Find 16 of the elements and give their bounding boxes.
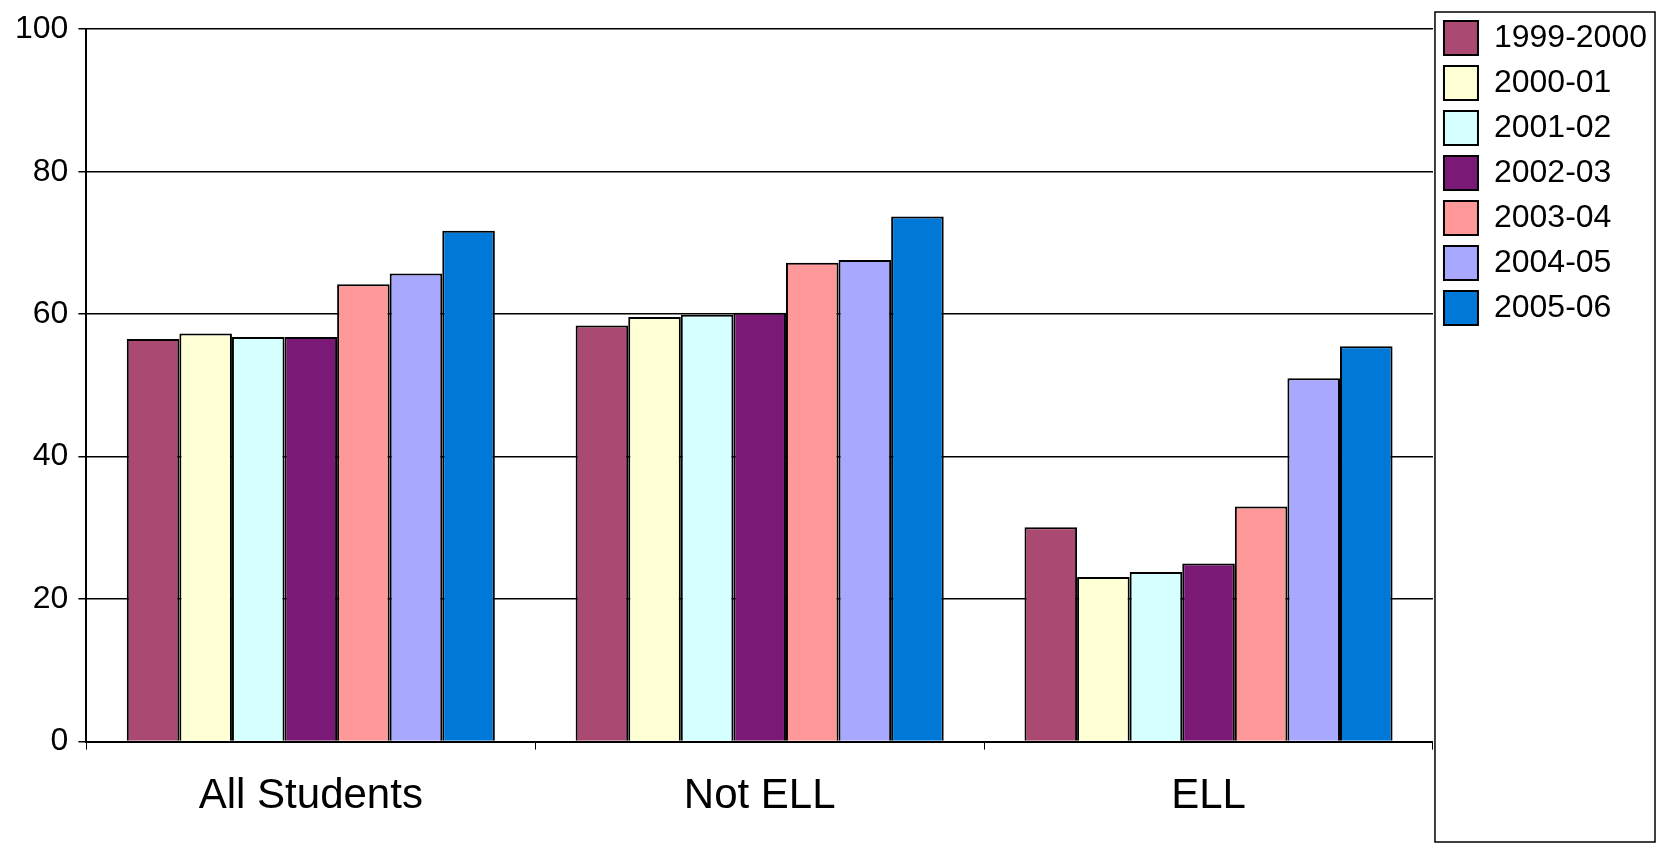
y-tick-label: 60	[32, 293, 69, 330]
y-tick-label: 20	[32, 578, 69, 615]
legend-label: 2002-03	[1493, 152, 1612, 189]
legend-label: 2004-05	[1493, 242, 1612, 279]
legend-label: 2001-02	[1493, 107, 1612, 144]
legend-label: 2003-04	[1493, 197, 1612, 234]
y-tick-label: 100	[15, 9, 69, 46]
legend-label: 2000-01	[1493, 62, 1612, 99]
y-tick-label: 40	[32, 436, 69, 473]
y-tick-label: 80	[32, 151, 69, 188]
y-tick-label: 0	[50, 721, 69, 758]
x-tick-label: Not ELL	[683, 770, 836, 818]
x-tick-label: All Students	[198, 770, 423, 818]
x-tick-label: ELL	[1171, 770, 1246, 818]
legend-label: 1999-2000	[1493, 17, 1647, 54]
legend-label: 2005-06	[1493, 287, 1612, 324]
